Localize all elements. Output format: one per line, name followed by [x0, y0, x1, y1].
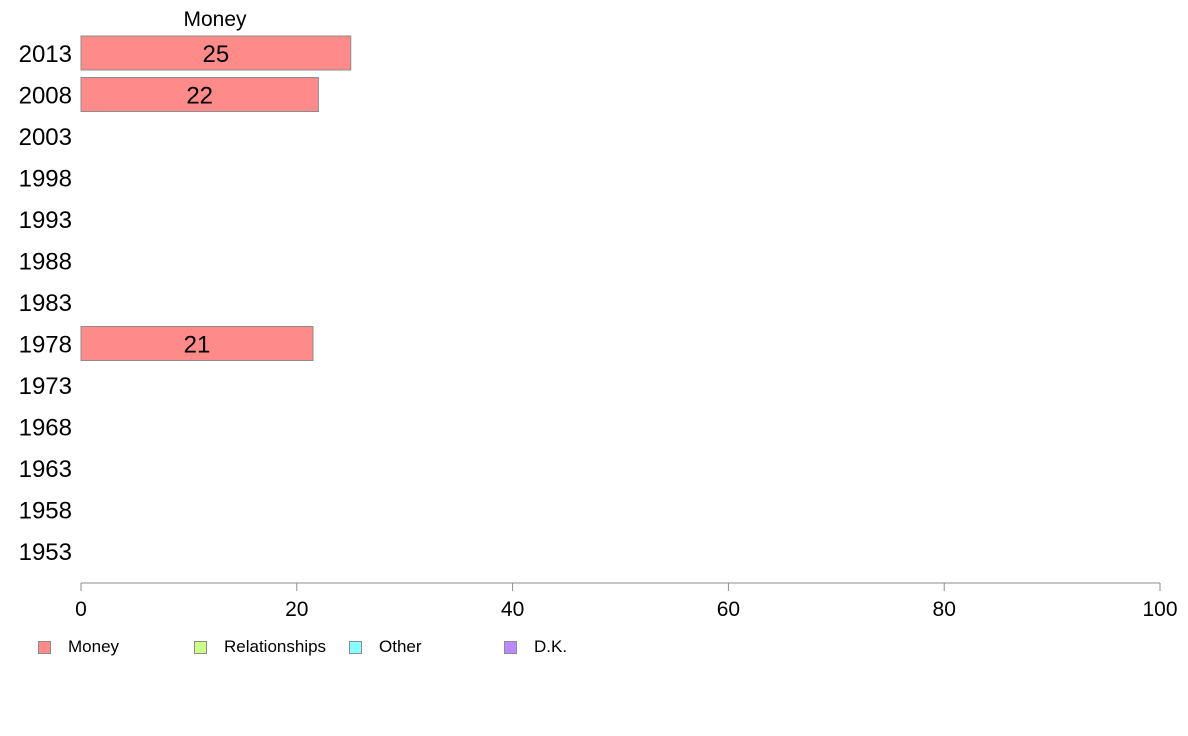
- y-tick-label: 2013: [19, 41, 72, 68]
- y-tick-label: 2003: [19, 124, 72, 151]
- y-tick-label: 1983: [19, 290, 72, 317]
- x-tick-label: 20: [285, 598, 308, 621]
- legend-swatch-other: [349, 640, 362, 654]
- x-tick-label: 80: [933, 598, 956, 621]
- legend-item-other: Other: [349, 637, 422, 657]
- legend-label-dk: D.K.: [534, 637, 568, 656]
- legend-label-relationships: Relationships: [224, 637, 327, 656]
- y-tick-label: 1958: [19, 498, 72, 525]
- bar-value-label: 22: [186, 83, 213, 110]
- y-tick-label: 1998: [19, 166, 72, 193]
- y-tick-label: 1968: [19, 415, 72, 442]
- y-tick-label: 1988: [19, 249, 72, 276]
- legend-item-relationships: Relationships: [194, 637, 326, 657]
- y-tick-label: 1963: [19, 456, 72, 483]
- x-tick-label: 100: [1142, 598, 1177, 621]
- y-tick-label: 1978: [19, 332, 72, 359]
- legend-item-dk: D.K.: [504, 637, 567, 657]
- series-title: Money: [183, 8, 247, 31]
- y-tick-label: 1973: [19, 373, 72, 400]
- bar-value-label: 25: [203, 41, 230, 68]
- y-tick-label: 2008: [19, 83, 72, 110]
- legend-swatch-dk: [504, 640, 517, 654]
- x-tick-label: 40: [501, 598, 524, 621]
- bar: [80, 35, 352, 71]
- legend-label-money: Money: [68, 637, 120, 656]
- y-tick-label: 1993: [19, 207, 72, 234]
- bar: [80, 77, 319, 112]
- x-tick-label: 60: [717, 598, 740, 621]
- y-tick-label: 1953: [19, 539, 72, 566]
- legend-item-money: Money: [38, 637, 119, 657]
- legend-swatch-relationships: [194, 640, 207, 654]
- x-tick-label: 0: [75, 598, 87, 621]
- bar: [80, 326, 314, 361]
- legend-label-other: Other: [379, 637, 422, 656]
- legend-swatch-money: [38, 640, 51, 654]
- bar-value-label: 21: [184, 332, 211, 359]
